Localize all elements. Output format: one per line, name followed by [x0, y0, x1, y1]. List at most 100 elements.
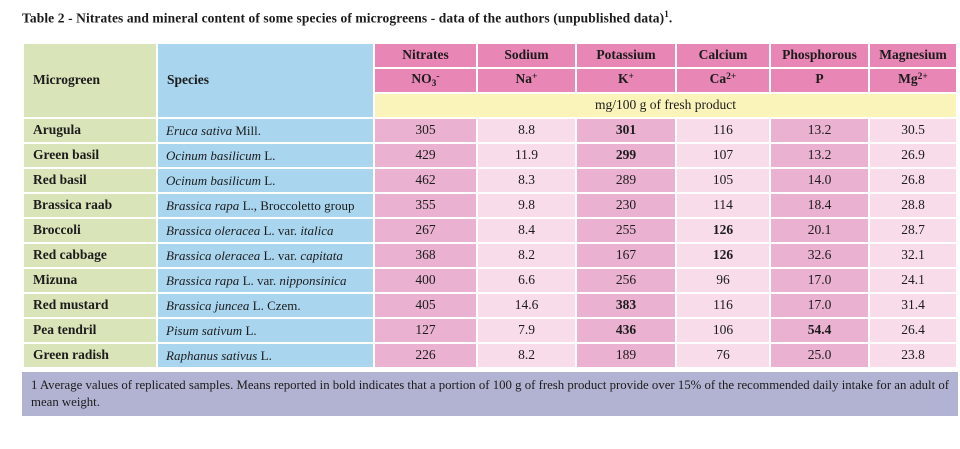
species-cell: Ocinum basilicum L.	[158, 169, 373, 192]
column-header-sodium: Sodium	[478, 44, 575, 67]
species-cell: Brassica juncea L. Czem.	[158, 294, 373, 317]
value-cell-calcium: 114	[677, 194, 769, 217]
value-cell-calcium: 126	[677, 219, 769, 242]
column-symbol-calcium: Ca2+	[677, 69, 769, 92]
value-cell-magnesium: 26.8	[870, 169, 956, 192]
value-cell-magnesium: 32.1	[870, 244, 956, 267]
table-row: Mizuna Brassica rapa L. var. nipponsinic…	[24, 269, 956, 292]
species-cell: Brassica oleracea L. var. italica	[158, 219, 373, 242]
microgreen-cell: Pea tendril	[24, 319, 156, 342]
column-header-magnesium: Magnesium	[870, 44, 956, 67]
microgreen-cell: Broccoli	[24, 219, 156, 242]
value-cell-calcium: 116	[677, 119, 769, 142]
species-cell: Brassica rapa L. var. nipponsinica	[158, 269, 373, 292]
column-header-potassium: Potassium	[577, 44, 675, 67]
value-cell-calcium: 76	[677, 344, 769, 367]
units-band: mg/100 g of fresh product	[375, 94, 956, 117]
element-header-row: Microgreen Species Nitrates Sodium Potas…	[24, 44, 956, 117]
value-cell-magnesium: 26.4	[870, 319, 956, 342]
value-cell-potassium: 299	[577, 144, 675, 167]
value-cell-potassium: 256	[577, 269, 675, 292]
data-table: Microgreen Species Nitrates Sodium Potas…	[22, 42, 958, 369]
species-cell: Raphanus sativus L.	[158, 344, 373, 367]
table-row: Pea tendril Pisum sativum L. 127 7.9 436…	[24, 319, 956, 342]
value-cell-calcium: 126	[677, 244, 769, 267]
value-cell-nitrates: 368	[375, 244, 476, 267]
table-row: Green radish Raphanus sativus L. 226 8.2…	[24, 344, 956, 367]
caption-period: .	[668, 10, 673, 26]
caption-superscript: 1	[664, 9, 669, 19]
value-cell-calcium: 105	[677, 169, 769, 192]
table-body: Arugula Eruca sativa Mill. 305 8.8 301 1…	[24, 119, 956, 367]
value-cell-phosphorous: 20.1	[771, 219, 868, 242]
caption-text: Table 2 - Nitrates and mineral content o…	[22, 10, 665, 26]
microgreen-cell: Red cabbage	[24, 244, 156, 267]
value-cell-nitrates: 267	[375, 219, 476, 242]
microgreen-cell: Green basil	[24, 144, 156, 167]
value-cell-potassium: 301	[577, 119, 675, 142]
column-header-nitrates: Nitrates	[375, 44, 476, 67]
column-header-microgreen: Microgreen	[24, 44, 156, 117]
units-row: mg/100 g of fresh product	[24, 94, 956, 117]
microgreen-cell: Red mustard	[24, 294, 156, 317]
column-symbol-potassium: K+	[577, 69, 675, 92]
value-cell-sodium: 11.9	[478, 144, 575, 167]
table-caption: Table 2 - Nitrates and mineral content o…	[22, 9, 672, 27]
microgreen-cell: Green radish	[24, 344, 156, 367]
value-cell-phosphorous: 13.2	[771, 119, 868, 142]
value-cell-nitrates: 405	[375, 294, 476, 317]
value-cell-calcium: 107	[677, 144, 769, 167]
column-symbol-magnesium: Mg2+	[870, 69, 956, 92]
value-cell-sodium: 8.3	[478, 169, 575, 192]
value-cell-sodium: 8.4	[478, 219, 575, 242]
table-row: Arugula Eruca sativa Mill. 305 8.8 301 1…	[24, 119, 956, 142]
value-cell-magnesium: 23.8	[870, 344, 956, 367]
column-header-phosphorous: Phosphorous	[771, 44, 868, 67]
value-cell-nitrates: 127	[375, 319, 476, 342]
microgreen-cell: Arugula	[24, 119, 156, 142]
species-cell: Ocinum basilicum L.	[158, 144, 373, 167]
column-symbol-nitrates: NO3-	[375, 69, 476, 92]
value-cell-sodium: 8.2	[478, 344, 575, 367]
footnote: 1 Average values of replicated samples. …	[22, 372, 958, 416]
value-cell-potassium: 255	[577, 219, 675, 242]
value-cell-magnesium: 31.4	[870, 294, 956, 317]
microgreen-cell: Brassica raab	[24, 194, 156, 217]
value-cell-calcium: 96	[677, 269, 769, 292]
value-cell-phosphorous: 25.0	[771, 344, 868, 367]
value-cell-sodium: 9.8	[478, 194, 575, 217]
table-row: Red cabbage Brassica oleracea L. var. ca…	[24, 244, 956, 267]
value-cell-phosphorous: 13.2	[771, 144, 868, 167]
value-cell-phosphorous: 32.6	[771, 244, 868, 267]
value-cell-potassium: 383	[577, 294, 675, 317]
value-cell-magnesium: 24.1	[870, 269, 956, 292]
species-cell: Brassica oleracea L. var. capitata	[158, 244, 373, 267]
value-cell-potassium: 436	[577, 319, 675, 342]
table-row: Broccoli Brassica oleracea L. var. itali…	[24, 219, 956, 242]
value-cell-nitrates: 355	[375, 194, 476, 217]
species-cell: Pisum sativum L.	[158, 319, 373, 342]
symbol-header-row: NO3- Na+ K+ Ca2+ P Mg2+	[24, 69, 956, 92]
value-cell-nitrates: 226	[375, 344, 476, 367]
value-cell-sodium: 8.2	[478, 244, 575, 267]
microgreen-cell: Red basil	[24, 169, 156, 192]
species-cell: Eruca sativa Mill.	[158, 119, 373, 142]
value-cell-sodium: 14.6	[478, 294, 575, 317]
column-header-calcium: Calcium	[677, 44, 769, 67]
value-cell-magnesium: 28.8	[870, 194, 956, 217]
value-cell-nitrates: 429	[375, 144, 476, 167]
value-cell-nitrates: 462	[375, 169, 476, 192]
table-row: Brassica raab Brassica rapa L., Broccole…	[24, 194, 956, 217]
table-row: Red mustard Brassica juncea L. Czem. 405…	[24, 294, 956, 317]
value-cell-sodium: 6.6	[478, 269, 575, 292]
value-cell-magnesium: 30.5	[870, 119, 956, 142]
value-cell-phosphorous: 14.0	[771, 169, 868, 192]
value-cell-potassium: 189	[577, 344, 675, 367]
table-row: Red basil Ocinum basilicum L. 462 8.3 28…	[24, 169, 956, 192]
value-cell-nitrates: 305	[375, 119, 476, 142]
table-header: Microgreen Species Nitrates Sodium Potas…	[24, 44, 956, 117]
microgreen-cell: Mizuna	[24, 269, 156, 292]
value-cell-sodium: 7.9	[478, 319, 575, 342]
value-cell-phosphorous: 17.0	[771, 294, 868, 317]
